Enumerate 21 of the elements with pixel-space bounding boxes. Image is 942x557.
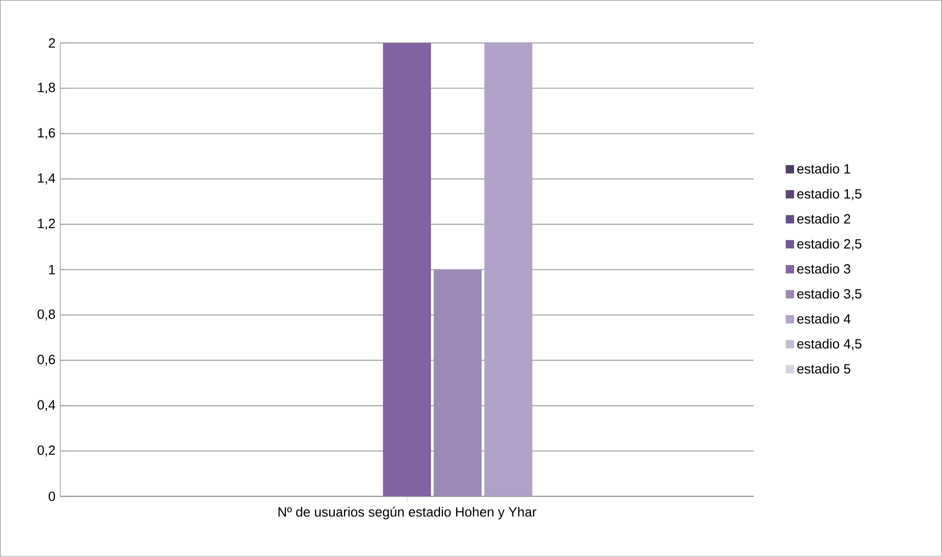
y-tick-label: 1,4 [38, 174, 56, 185]
legend-label: estadio 2 [797, 214, 850, 224]
legend-label: estadio 1 [797, 164, 850, 174]
legend-label: estadio 3 [797, 264, 850, 274]
legend-label: estadio 4 [797, 314, 850, 324]
legend-label: estadio 5 [797, 364, 850, 374]
y-tick-label: 0 [48, 492, 56, 502]
legend-label: estadio 1,5 [797, 188, 862, 200]
legend-label: estadio 4,5 [797, 338, 862, 350]
y-tick-label: 1 [49, 265, 55, 274]
x-tick-label: Nº de usuarios según estadio Hohen y Yhar [278, 506, 536, 520]
legend-label: estadio 2,5 [797, 238, 862, 250]
y-tick-label: 1,2 [38, 218, 55, 230]
y-tick-label: 1,8 [38, 82, 55, 94]
y-tick-label: 1,6 [38, 128, 55, 140]
y-tick-label: 0,2 [38, 446, 55, 457]
y-tick-label: 0,6 [38, 354, 55, 366]
y-tick-label: 0,4 [38, 400, 56, 412]
y-tick-label: 2 [48, 38, 55, 48]
legend-label: estadio 3,5 [797, 288, 862, 300]
y-tick-label: 0,8 [38, 310, 55, 321]
